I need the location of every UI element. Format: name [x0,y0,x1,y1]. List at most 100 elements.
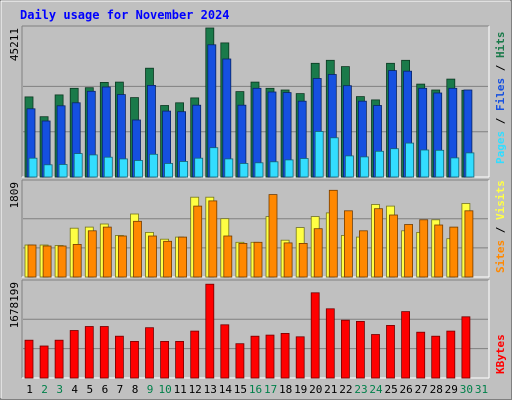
bar-pages-day-11 [179,161,189,178]
bar-kbytes-day-22 [340,319,350,379]
bar-kbytes-day-16 [250,335,260,379]
bar-pages-day-9 [149,153,158,178]
bar-kbytes-day-6 [99,326,109,379]
bar-pages-day-3 [58,164,68,178]
bar-kbytes-day-1 [24,339,34,379]
bar-sites-day-14 [223,235,233,278]
bar-sites-day-20 [313,228,323,278]
x-tick-day-30: 30 [460,383,473,396]
x-tick-day-20: 20 [309,383,322,396]
bar-sites-day-10 [163,240,173,278]
bar-kbytes-day-9 [145,327,154,379]
bar-pages-day-26 [405,142,415,178]
x-tick-day-22: 22 [339,383,352,396]
side-legend-text: KBytes [494,334,507,374]
bar-kbytes-day-14 [220,324,230,379]
bar-sites-day-30 [464,210,474,278]
bar-pages-day-29 [450,157,460,178]
bar-pages-day-4 [73,153,83,178]
x-tick-day-26: 26 [399,383,412,396]
panel-sites-visits: 1809 Sites / Visits [8,179,507,278]
panel-kbytes: 1678199 KBytes [8,279,507,379]
side-legend-text: Sites / Visits [494,180,507,273]
x-tick-day-5: 5 [86,383,93,396]
x-tick-day-19: 19 [294,383,307,396]
x-tick-day-8: 8 [132,383,139,396]
bar-kbytes-day-13 [205,283,215,379]
bar-sites-day-13 [208,200,218,278]
bar-sites-day-9 [148,235,157,278]
bar-sites-day-12 [193,205,203,278]
x-tick-day-2: 2 [41,383,48,396]
bar-pages-day-28 [435,149,445,178]
bar-sites-day-25 [389,214,398,278]
bar-sites-day-1 [27,244,37,278]
bar-pages-day-17 [269,161,279,178]
bar-kbytes-day-30 [461,316,471,379]
x-tick-day-13: 13 [204,383,217,396]
bar-pages-day-15 [239,163,249,178]
legend-separator: / [494,220,507,240]
bar-sites-day-18 [283,242,293,278]
x-tick-day-17: 17 [264,383,277,396]
bar-pages-day-30 [465,152,475,178]
bar-pages-day-25 [390,148,399,178]
legend-separator: / [494,111,507,131]
bar-sites-day-28 [434,224,444,278]
bar-sites-day-11 [178,236,188,278]
x-tick-day-25: 25 [384,383,397,396]
x-tick-day-29: 29 [445,383,458,396]
x-tick-day-31: 31 [475,383,488,396]
bar-sites-day-27 [419,219,429,278]
bar-kbytes-day-12 [190,330,200,379]
bar-kbytes-day-3 [54,339,64,379]
bar-pages-day-19 [299,158,309,178]
side-legend-kbytes: KBytes [494,334,507,374]
bar-pages-day-21 [329,137,339,178]
x-tick-day-7: 7 [117,383,124,396]
x-tick-day-18: 18 [279,383,292,396]
bar-pages-day-18 [284,159,294,178]
x-tick-day-11: 11 [174,383,187,396]
bar-kbytes-day-18 [280,332,290,379]
bar-kbytes-day-25 [386,324,395,379]
bar-pages-day-7 [119,158,128,178]
bar-pages-day-16 [254,162,264,178]
bar-sites-day-5 [87,230,97,278]
bar-kbytes-day-17 [265,334,275,379]
bar-pages-day-6 [103,156,113,178]
x-tick-day-27: 27 [415,383,428,396]
bar-kbytes-day-29 [446,330,456,379]
bar-sites-day-19 [298,242,308,278]
chart-title: Daily usage for November 2024 [20,8,230,22]
bar-kbytes-day-5 [84,326,94,379]
bar-sites-day-8 [133,220,142,278]
bar-kbytes-day-27 [416,331,426,379]
side-legend-hits-files-pages: Pages / Files / Hits [494,32,507,165]
bar-sites-day-2 [42,245,52,278]
legend-separator: / [494,58,507,78]
x-tick-day-24: 24 [369,383,383,396]
legend-sites: Sites [494,240,507,273]
y-max-label: 1809 [8,182,21,209]
bar-pages-day-14 [224,158,234,178]
legend-kbytes: KBytes [494,334,507,374]
x-axis-labels: 1 2 3 4 5 6 7 8 9 10 11 12 13 14 15 16 17 18 19 20 21 22 23 24 2… [26,383,488,396]
x-tick-day-6: 6 [102,383,109,396]
bar-kbytes-day-26 [401,311,411,379]
legend-files: Files [494,78,507,111]
bar-sites-day-3 [57,245,67,278]
bar-kbytes-day-2 [39,345,49,379]
bar-kbytes-day-15 [235,343,245,379]
bar-kbytes-day-23 [355,320,365,379]
bar-pages-day-20 [314,131,324,178]
bar-sites-day-16 [253,241,263,278]
bar-sites-day-6 [102,226,112,278]
bar-sites-day-21 [328,189,338,278]
bar-pages-day-24 [375,150,384,178]
bar-sites-day-15 [238,242,248,278]
bar-kbytes-day-8 [130,340,139,379]
legend-visits: Visits [494,180,507,220]
y-max-label: 45211 [8,28,21,61]
legend-hits: Hits [494,32,507,59]
